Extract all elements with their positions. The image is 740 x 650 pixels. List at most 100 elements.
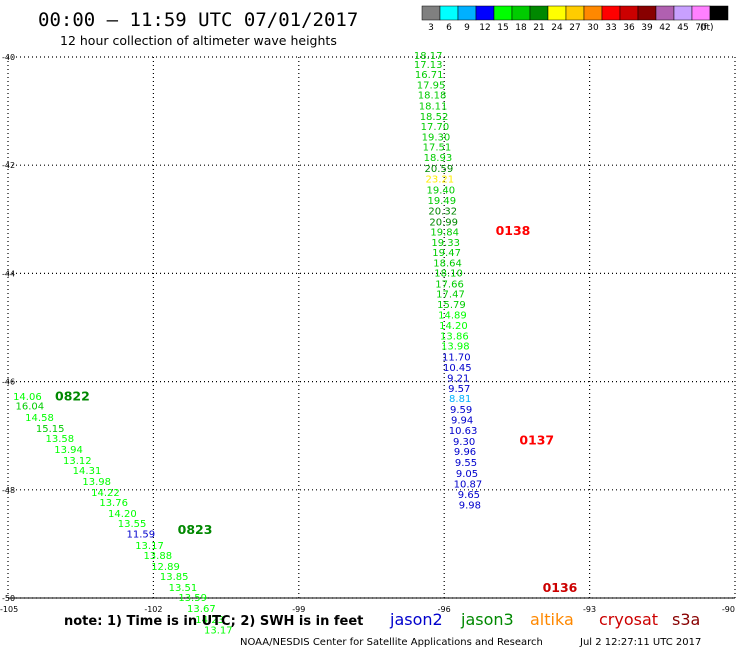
swh-reading: 19.47 (432, 248, 461, 259)
swh-reading: 23.21 (426, 175, 455, 186)
y-tick-label: -44 (2, 269, 15, 278)
y-tick-label: -42 (2, 161, 15, 170)
swh-reading: 19.30 (422, 132, 451, 143)
legend-label: 33 (605, 23, 616, 33)
legend-swatch (475, 5, 495, 21)
x-tick-label: -90 (722, 605, 735, 614)
x-tick-label: -96 (438, 605, 451, 614)
swh-reading: 10.45 (443, 363, 472, 374)
satellite-altika: altika (530, 610, 574, 629)
swh-reading: 9.96 (454, 447, 476, 458)
swh-reading: 16.71 (415, 70, 444, 81)
swh-reading: 13.58 (46, 434, 75, 445)
legend-label: 42 (659, 23, 670, 33)
legend-swatch (439, 5, 459, 21)
swh-reading: 17.95 (417, 80, 446, 91)
legend-label: 15 (497, 23, 508, 33)
legend-label: 12 (479, 23, 490, 33)
x-tick-label: -93 (583, 605, 596, 614)
pass-time-labels: 0138 0137 0136 0822 0823 (55, 223, 578, 595)
swh-reading: 14.58 (25, 413, 54, 424)
legend-swatch (457, 5, 477, 21)
swh-reading: 18.64 (433, 258, 462, 269)
swh-reading: 18.11 (419, 101, 448, 112)
swh-reading: 19.33 (431, 238, 460, 249)
pass-time-label: 0136 (543, 580, 578, 595)
swh-reading: 18.17 (414, 51, 443, 62)
swh-reading: 14.23 (195, 615, 224, 626)
swh-reading: 19.40 (426, 185, 455, 196)
credit-text: NOAA/NESDIS Center for Satellite Applica… (240, 637, 543, 648)
swh-reading: 18.93 (424, 153, 453, 164)
swh-reading: 13.76 (99, 498, 128, 509)
y-tick-label: -46 (2, 378, 15, 387)
legend-swatch (637, 5, 657, 21)
swh-reading: 17.47 (436, 290, 465, 301)
swh-reading: 17.13 (414, 60, 443, 71)
axis-ticks: -40 -42 -44 -46 -48 -50 -105 -102 -99 -96 -93 -90 (0, 53, 735, 614)
legend-label: 9 (464, 23, 470, 33)
legend-label: 6 (446, 23, 452, 33)
wave-height-readings: 18.1717.1316.7117.9518.1818.1118.5217.70… (13, 51, 482, 637)
legend-unit: (ft) (700, 23, 714, 33)
swh-reading: 13.59 (178, 593, 207, 604)
swh-reading: 18.10 (434, 269, 463, 280)
legend-swatch (511, 5, 531, 21)
swh-reading: 13.88 (143, 551, 172, 562)
swh-reading: 18.18 (418, 91, 447, 102)
page-subtitle: 12 hour collection of altimeter wave hei… (60, 33, 337, 48)
satellite-jason2: jason2 (389, 610, 443, 629)
swh-reading: 9.59 (450, 405, 472, 416)
swh-reading: 13.98 (441, 342, 470, 353)
legend-label: 3 (428, 23, 434, 33)
swh-reading: 11.70 (442, 353, 471, 364)
satellite-cryosat: cryosat (599, 610, 658, 629)
legend-swatch (547, 5, 567, 21)
pass-time-label: 0137 (519, 432, 554, 447)
satellite-s3a: s3a (672, 610, 700, 629)
satellite-legend: jason2 jason3 altika cryosat s3a (389, 610, 700, 629)
legend-swatch (583, 5, 603, 21)
swh-reading: 13.67 (187, 604, 216, 615)
swh-reading: 13.12 (63, 456, 92, 467)
swh-reading: 20.59 (425, 164, 454, 175)
legend-label: 27 (569, 23, 580, 33)
satellite-jason3: jason3 (460, 610, 514, 629)
legend-swatch (673, 5, 693, 21)
swh-reading: 15.15 (36, 424, 65, 435)
swh-reading: 20.99 (429, 217, 458, 228)
swh-reading: 13.17 (204, 626, 233, 637)
x-tick-label: -99 (292, 605, 305, 614)
swh-reading: 17.51 (423, 143, 452, 154)
swh-reading: 9.05 (456, 469, 478, 480)
swh-reading: 9.30 (453, 437, 475, 448)
y-tick-label: -48 (2, 486, 15, 495)
legend-swatch (565, 5, 585, 21)
swh-reading: 18.52 (420, 112, 449, 123)
swh-reading: 12.89 (151, 562, 180, 573)
legend-swatch (601, 5, 621, 21)
legend-swatch (709, 5, 729, 21)
legend-label: 70 (695, 23, 707, 33)
legend-swatch (421, 5, 441, 21)
swh-reading: 9.55 (455, 458, 477, 469)
legend-label: 24 (551, 23, 563, 33)
x-tick-label: -102 (144, 605, 162, 614)
legend-label: 45 (677, 23, 688, 33)
swh-reading: 13.17 (135, 541, 164, 552)
legend-swatch (691, 5, 711, 21)
footer-note: note: 1) Time is in UTC; 2) SWH is in fe… (64, 614, 363, 629)
swh-reading: 14.31 (73, 466, 102, 477)
swh-reading: 11.59 (126, 529, 155, 540)
swh-reading: 13.51 (169, 583, 198, 594)
pass-time-label: 0823 (178, 522, 213, 537)
y-tick-label: -40 (2, 53, 15, 62)
swh-reading: 17.66 (435, 279, 464, 290)
swh-reading: 19.84 (430, 228, 459, 239)
swh-reading: 9.57 (448, 384, 470, 395)
swh-reading: 9.94 (451, 415, 473, 426)
swh-reading: 16.04 (15, 402, 44, 413)
page-title: 00:00 — 11:59 UTC 07/01/2017 (38, 9, 358, 31)
color-scale-legend: 3 6 9 12 15 18 21 24 27 30 33 36 39 42 45 70 (421, 5, 729, 33)
